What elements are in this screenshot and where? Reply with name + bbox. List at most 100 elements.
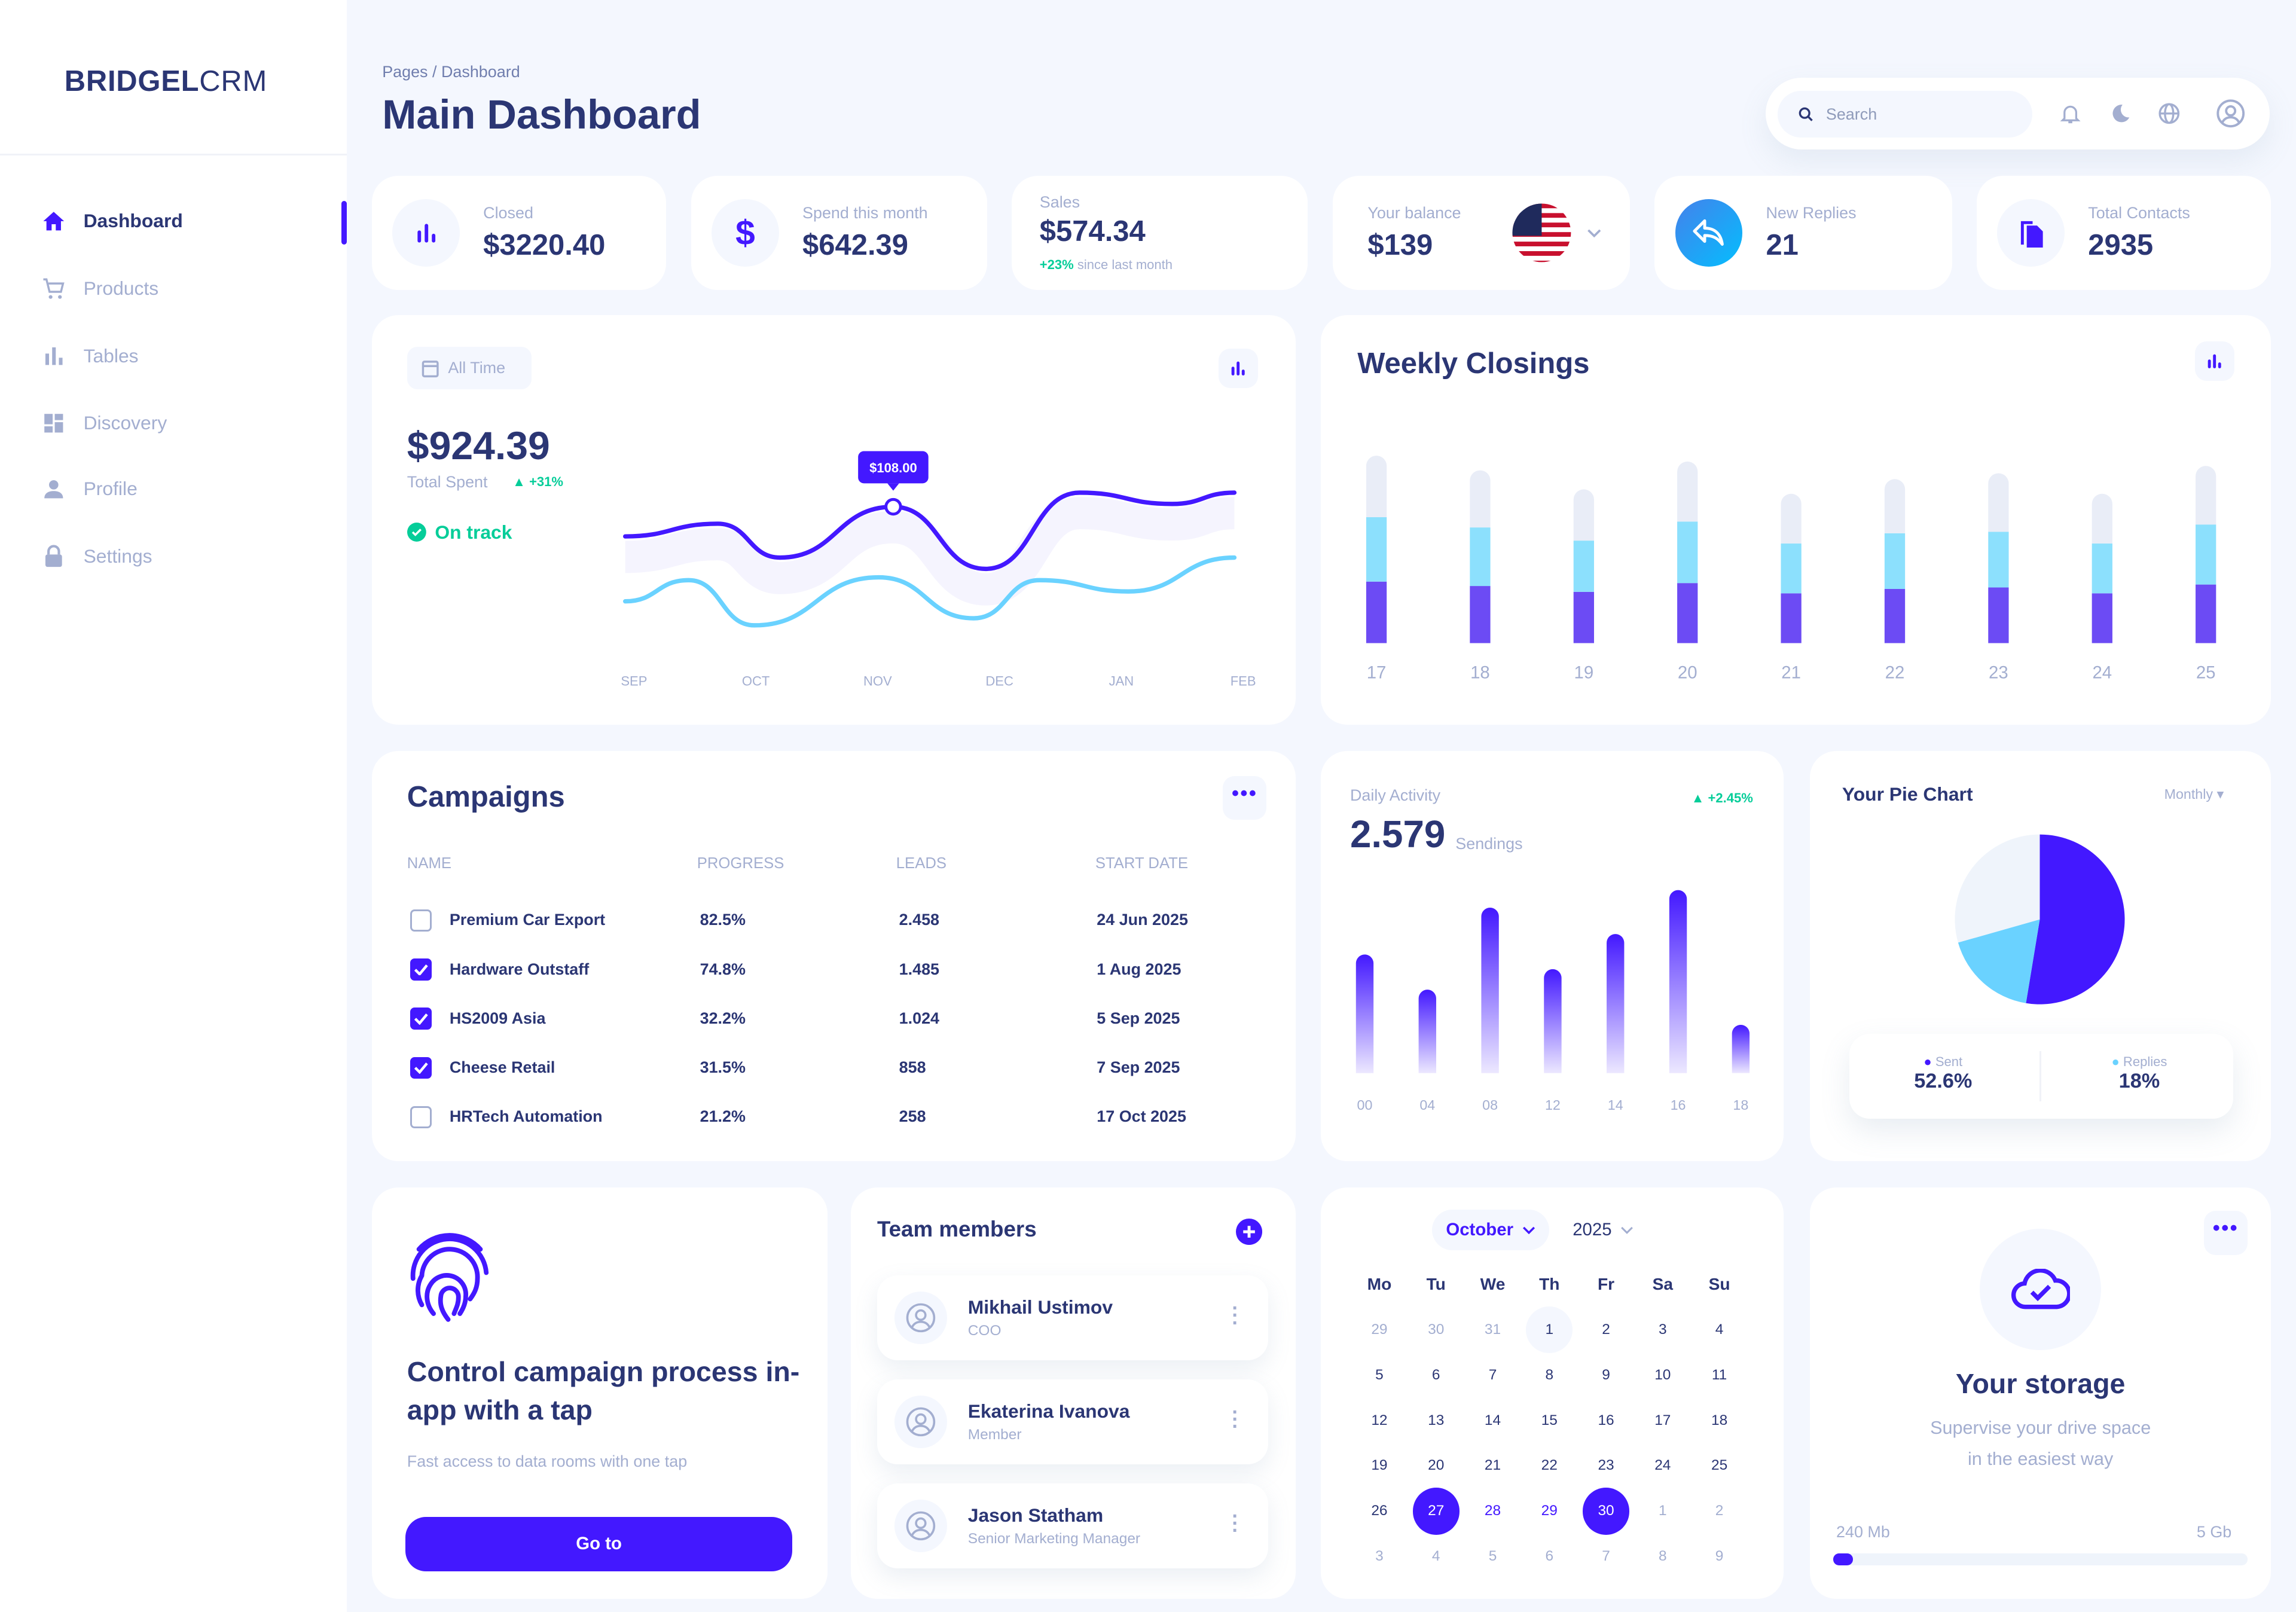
more-options-button[interactable]: ••• bbox=[1222, 776, 1267, 820]
kebab-menu-icon[interactable]: · · · bbox=[1232, 1504, 1239, 1543]
team-member-item[interactable]: Jason Statham Senior Marketing Manager · ·… bbox=[877, 1483, 1268, 1568]
calendar-day[interactable]: 18 bbox=[1711, 1412, 1728, 1428]
year-select[interactable]: 2025 bbox=[1573, 1210, 1634, 1251]
sidebar-item-tables[interactable]: Tables bbox=[41, 338, 334, 374]
sidebar-item-products[interactable]: Products bbox=[41, 271, 334, 306]
column-header: LEADS bbox=[896, 855, 947, 872]
calendar-day[interactable]: 16 bbox=[1598, 1412, 1614, 1428]
kebab-menu-icon[interactable]: · · · bbox=[1232, 1297, 1239, 1335]
calendar-day[interactable]: 2 bbox=[1602, 1321, 1610, 1338]
calendar-day[interactable]: 6 bbox=[1431, 1366, 1440, 1383]
calendar-day[interactable]: 19 bbox=[1371, 1457, 1388, 1474]
calendar-day[interactable]: 7 bbox=[1602, 1548, 1610, 1565]
calendar-day[interactable]: 29 bbox=[1541, 1503, 1558, 1519]
period-select[interactable]: Monthly ▾ bbox=[2164, 786, 2224, 802]
moon-icon[interactable] bbox=[2109, 101, 2132, 126]
more-options-button[interactable]: ••• bbox=[2203, 1211, 2248, 1255]
calendar-day[interactable]: 2 bbox=[1715, 1503, 1724, 1519]
x-tick-label: 22 bbox=[1885, 662, 1905, 682]
chart-options-button[interactable] bbox=[2195, 341, 2235, 381]
bar bbox=[1418, 990, 1436, 1074]
calendar-day[interactable]: 1 bbox=[1659, 1503, 1667, 1519]
bell-icon[interactable] bbox=[2059, 101, 2082, 126]
calendar-day[interactable]: 9 bbox=[1715, 1548, 1724, 1565]
calendar-day[interactable]: 20 bbox=[1428, 1457, 1445, 1474]
sidebar-item-discovery[interactable]: Discovery bbox=[41, 405, 334, 441]
calendar-day[interactable]: 8 bbox=[1659, 1548, 1667, 1565]
status-badge: On track bbox=[407, 521, 512, 544]
series-line bbox=[623, 490, 1237, 571]
calendar-day[interactable]: 3 bbox=[1375, 1548, 1384, 1565]
active-indicator bbox=[341, 200, 347, 245]
row-checkbox[interactable] bbox=[410, 909, 432, 932]
chart-options-button[interactable] bbox=[1218, 348, 1258, 388]
sidebar-item-settings[interactable]: Settings bbox=[41, 539, 334, 574]
calendar-day[interactable]: 15 bbox=[1541, 1412, 1558, 1428]
kebab-menu-icon[interactable]: · · · bbox=[1232, 1400, 1239, 1439]
calendar-day[interactable]: 21 bbox=[1484, 1457, 1501, 1474]
column-header: START DATE bbox=[1095, 855, 1189, 872]
calendar-day[interactable]: 17 bbox=[1654, 1412, 1671, 1428]
calendar-day[interactable]: 30 bbox=[1428, 1321, 1445, 1338]
member-role: Senior Marketing Manager bbox=[967, 1531, 1141, 1547]
check-icon bbox=[414, 1063, 428, 1074]
calendar-day[interactable]: 1 bbox=[1526, 1306, 1573, 1353]
go-to-button[interactable]: Go to bbox=[405, 1517, 792, 1571]
calendar-day[interactable]: 25 bbox=[1711, 1457, 1728, 1474]
calendar-day[interactable]: 29 bbox=[1371, 1321, 1388, 1338]
calendar-day[interactable]: 5 bbox=[1488, 1548, 1497, 1565]
row-checkbox[interactable] bbox=[410, 1057, 432, 1079]
calendar-day[interactable]: 14 bbox=[1484, 1412, 1501, 1428]
calendar-day[interactable]: 11 bbox=[1711, 1366, 1727, 1383]
search-input[interactable]: Search bbox=[1778, 90, 2033, 138]
calendar-day[interactable]: 28 bbox=[1484, 1503, 1501, 1519]
calendar-day[interactable]: 26 bbox=[1371, 1503, 1388, 1519]
calendar-day[interactable]: 30 bbox=[1582, 1488, 1630, 1535]
bar-segment bbox=[2092, 543, 2112, 593]
calendar-day[interactable]: 6 bbox=[1545, 1548, 1554, 1565]
storage-used: 240 Mb bbox=[1836, 1522, 1890, 1541]
calendar-day[interactable]: 31 bbox=[1484, 1321, 1501, 1338]
promo-subtitle: Fast access to data rooms with one tap bbox=[407, 1452, 688, 1471]
us-flag-icon[interactable] bbox=[1511, 202, 1573, 264]
calendar-day[interactable]: 7 bbox=[1488, 1366, 1497, 1383]
stat-label: Your balance bbox=[1367, 203, 1461, 222]
chevron-down-icon[interactable] bbox=[1587, 227, 1601, 239]
check-icon bbox=[414, 1013, 428, 1025]
calendar-day[interactable]: 22 bbox=[1541, 1457, 1558, 1474]
calendar-day[interactable]: 23 bbox=[1598, 1457, 1614, 1474]
calendar-day[interactable]: 9 bbox=[1602, 1366, 1610, 1383]
pie-slice bbox=[1958, 919, 2040, 1004]
row-checkbox[interactable] bbox=[410, 1008, 432, 1030]
campaign-leads: 1.485 bbox=[899, 960, 940, 978]
calendar-day[interactable]: 3 bbox=[1659, 1321, 1667, 1338]
calendar-day[interactable]: 13 bbox=[1428, 1412, 1445, 1428]
calendar-day[interactable]: 8 bbox=[1545, 1366, 1554, 1383]
calendar-day[interactable]: 4 bbox=[1715, 1321, 1724, 1338]
calendar-day[interactable]: 12 bbox=[1371, 1412, 1388, 1428]
add-member-button[interactable] bbox=[1235, 1218, 1263, 1245]
sidebar-item-dashboard[interactable]: Dashboard bbox=[41, 203, 334, 239]
month-select[interactable]: October bbox=[1432, 1209, 1549, 1251]
campaign-progress: 82.5% bbox=[700, 911, 746, 929]
x-tick-label: SEP bbox=[621, 673, 647, 688]
line-chart: SEP OCT NOV DEC JAN FEB $108.00 bbox=[621, 451, 1256, 688]
calendar-day[interactable]: 10 bbox=[1654, 1366, 1671, 1383]
calendar-day[interactable]: 5 bbox=[1375, 1366, 1384, 1383]
total-spent-card: All Time $924.39 Total Spent ▲ +31% On t… bbox=[372, 315, 1296, 725]
bar bbox=[1669, 890, 1687, 1074]
user-avatar-icon[interactable] bbox=[2215, 98, 2246, 129]
time-filter-button[interactable]: All Time bbox=[407, 347, 532, 390]
team-member-item[interactable]: Mikhail Ustimov COO · · · bbox=[877, 1275, 1268, 1361]
calendar-day[interactable]: 4 bbox=[1431, 1548, 1440, 1565]
row-checkbox[interactable] bbox=[410, 958, 432, 981]
globe-icon[interactable] bbox=[2157, 101, 2182, 126]
x-tick-label: 08 bbox=[1482, 1097, 1498, 1113]
bar-chart-icon bbox=[45, 347, 63, 365]
team-member-item[interactable]: Ekaterina Ivanova Member · · · bbox=[877, 1379, 1268, 1464]
calendar-day[interactable]: 24 bbox=[1654, 1457, 1671, 1474]
calendar-day[interactable]: 27 bbox=[1412, 1488, 1460, 1535]
row-checkbox[interactable] bbox=[410, 1106, 432, 1128]
breadcrumb[interactable]: Pages / Dashboard bbox=[382, 63, 520, 81]
sidebar-item-profile[interactable]: Profile bbox=[41, 472, 334, 507]
